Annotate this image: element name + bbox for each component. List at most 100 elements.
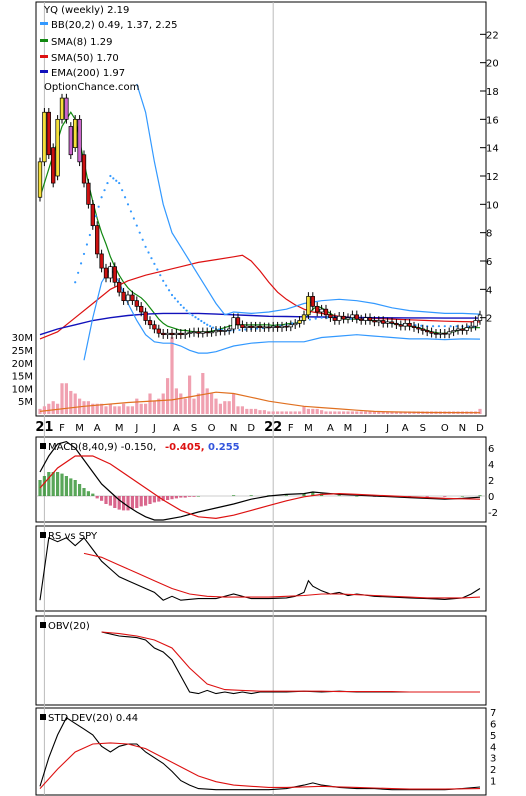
x-axis-tick-label: O <box>441 423 449 434</box>
price-candle-body <box>328 314 333 319</box>
bb-middle-dot <box>188 312 191 315</box>
price-tick-label: 22 <box>486 30 499 41</box>
price-candle-body <box>134 300 139 307</box>
macd-histogram-bar <box>73 480 77 496</box>
price-candle-body <box>323 308 329 316</box>
price-candle-body <box>244 325 249 328</box>
volume-bar <box>130 406 134 414</box>
bb-middle-dot <box>211 326 215 329</box>
bb-middle-dot <box>109 174 112 178</box>
macd-histogram-bar <box>82 488 86 496</box>
volume-bar <box>60 383 64 414</box>
price-candle-body <box>275 325 280 328</box>
bb-middle-dot <box>103 189 106 192</box>
price-candle-body <box>240 324 245 328</box>
volume-bar <box>377 411 381 414</box>
x-axis-tick-label: O <box>208 423 216 434</box>
macd-tick-label: 4 <box>488 460 494 471</box>
obv-legend: OBV(20) <box>40 621 90 632</box>
macd-histogram-bar <box>425 496 429 497</box>
stddev-legend-swatch <box>40 714 46 720</box>
macd-histogram-bar <box>460 496 464 497</box>
volume-bar <box>95 403 99 414</box>
x-axis-tick-label: A <box>94 423 101 434</box>
macd-histogram-bar <box>130 496 134 509</box>
volume-bar <box>108 403 112 414</box>
volume-bar <box>135 398 139 414</box>
volume-bar <box>126 406 130 414</box>
rs-legend-swatch <box>40 532 46 538</box>
volume-bar <box>210 393 214 414</box>
price-tick-label: 12 <box>486 172 499 183</box>
price-candle-body <box>420 328 425 331</box>
bb-middle-dot <box>209 325 212 328</box>
volume-bar <box>368 411 372 414</box>
price-candle-body <box>438 332 443 335</box>
rs-label: RS vs SPY <box>48 531 98 542</box>
volume-bar <box>223 401 227 414</box>
volume-bar <box>179 393 183 414</box>
bb-middle-dot <box>185 309 188 312</box>
x-axis-tick-label: D <box>247 423 255 434</box>
chart-title: YQ (weekly) 2.19 <box>43 5 129 16</box>
volume-bar <box>337 411 341 414</box>
price-candle-body <box>213 330 219 333</box>
x-axis-tick-label: A <box>173 423 180 434</box>
price-candle-body <box>425 330 430 333</box>
price-candle-body <box>253 325 258 328</box>
bb-middle-dot <box>173 297 177 300</box>
x-axis-tick-label: M <box>115 423 124 434</box>
bb-middle-dot <box>77 271 80 274</box>
volume-bar <box>144 403 148 414</box>
x-axis-tick-label: S <box>420 423 426 434</box>
volume-bar <box>298 411 302 414</box>
stddev-tick-label: 6 <box>490 719 496 730</box>
volume-bar <box>302 406 306 414</box>
price-line-bb-upper <box>136 83 481 316</box>
bb-middle-dot <box>100 196 103 199</box>
volume-bar <box>311 408 315 414</box>
volume-bar <box>69 390 73 414</box>
volume-bar <box>161 393 165 414</box>
volume-bar <box>359 411 363 414</box>
price-candle-body <box>473 320 478 327</box>
macd-histogram-bar <box>86 491 90 496</box>
price-candle-body <box>447 331 452 335</box>
bb-middle-dot <box>106 181 109 185</box>
price-candle-body <box>350 314 355 319</box>
macd-histogram-bar <box>42 476 46 496</box>
bb-middle-dot <box>420 324 423 327</box>
volume-bar <box>254 408 258 414</box>
volume-bar <box>245 408 249 414</box>
volume-bar <box>170 337 174 414</box>
macd-histogram-bar <box>95 496 99 499</box>
x-axis-tick-label: F <box>59 423 65 434</box>
x-axis-tick-label: N <box>459 423 466 434</box>
price-candle-body <box>231 317 236 330</box>
candles-layer <box>37 93 483 339</box>
price-candle-body <box>68 126 73 156</box>
price-candle-body <box>297 320 302 324</box>
bb-middle-dot <box>115 179 118 182</box>
price-candle-body <box>222 330 227 332</box>
x-axis-tick-label: 22 <box>264 420 282 435</box>
bb-middle-dot <box>326 316 329 319</box>
volume-bar <box>82 401 86 414</box>
bb-middle-dot <box>82 252 86 256</box>
macd-tick-label: 2 <box>488 476 494 487</box>
tick-labels-layer: 21 F M A M J J A S O N D 22 F M A M J J A S O N D24681012141618… <box>12 30 499 787</box>
stddev-tick-label: 5 <box>490 731 496 742</box>
volume-bar <box>364 411 368 414</box>
x-axis-tick-label: 21 <box>35 420 53 435</box>
price-candle-body <box>143 311 148 321</box>
price-candle-body <box>455 328 461 331</box>
stddev-tick-label: 3 <box>490 754 496 765</box>
price-candle-body <box>77 118 82 163</box>
x-axis-tick-label: D <box>476 423 484 434</box>
bb-middle-dot <box>320 316 323 319</box>
macd-histogram-bar <box>108 496 112 506</box>
rs-average-line <box>83 552 481 599</box>
volume-bar <box>174 388 178 414</box>
price-candle-body <box>161 332 166 336</box>
bb-middle-dot <box>314 317 317 320</box>
